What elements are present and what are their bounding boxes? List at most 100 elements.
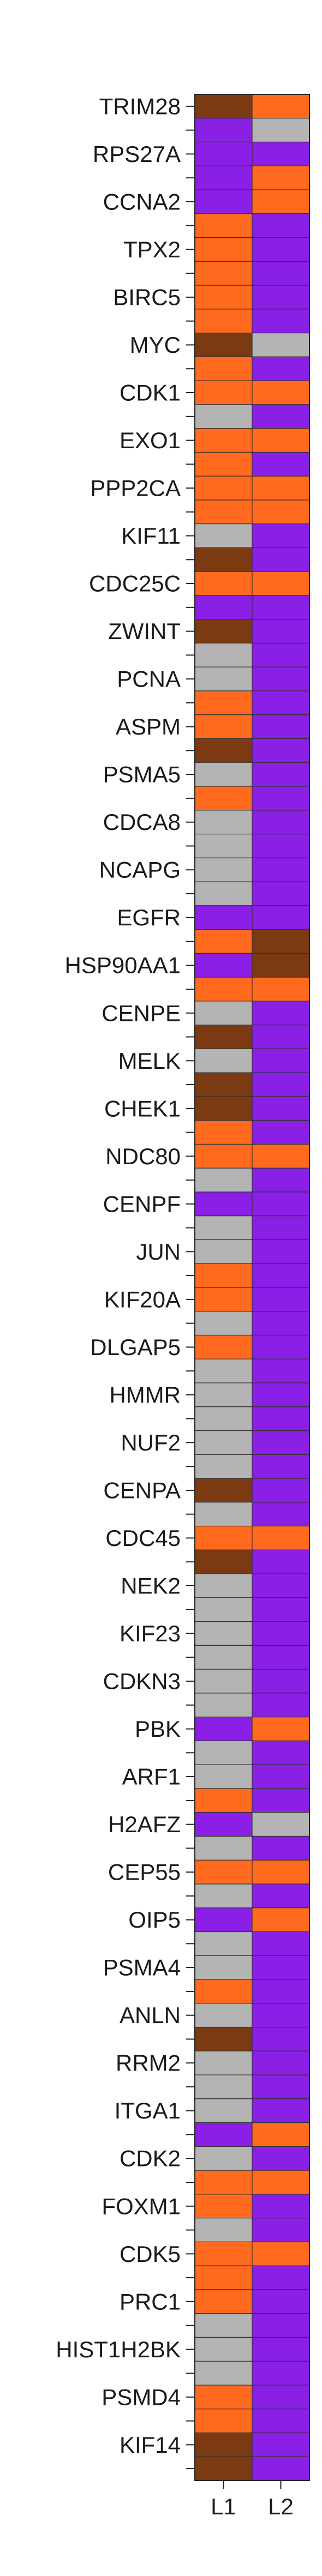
- heatmap-cell-l2: [252, 1263, 310, 1288]
- heatmap-cell-l2: [252, 1382, 310, 1407]
- heatmap-cell-l2: [252, 1740, 310, 1765]
- heatmap-cell-l2: [252, 2289, 310, 2314]
- row-label: ASPM: [116, 714, 181, 739]
- heatmap-cell-l1: [194, 1001, 253, 1026]
- heatmap-cell-l2: [252, 666, 310, 691]
- heatmap-cell-l1: [194, 619, 253, 644]
- heatmap-cell-l1: [194, 237, 253, 262]
- row-label: TRIM28: [99, 93, 181, 119]
- cells-layer: [194, 94, 310, 2481]
- heatmap-cell-l2: [252, 1907, 310, 1933]
- heatmap-cell-l2: [252, 619, 310, 644]
- heatmap-cell-l1: [194, 2241, 253, 2266]
- row-label: NUF2: [121, 1430, 181, 1455]
- heatmap-cell-l2: [252, 738, 310, 763]
- row-label: KIF23: [120, 1621, 181, 1646]
- heatmap-cell-l1: [194, 2194, 253, 2219]
- heatmap-cell-l2: [252, 1645, 310, 1670]
- heatmap-cell-l2: [252, 165, 310, 190]
- heatmap-cell-l2: [252, 2241, 310, 2266]
- row-label: NCAPG: [99, 857, 181, 883]
- heatmap-cell-l1: [194, 2456, 253, 2481]
- heatmap-cell-l2: [252, 285, 310, 310]
- heatmap-cell-l1: [194, 1120, 253, 1145]
- heatmap-cell-l1: [194, 1311, 253, 1336]
- row-label: CDK5: [120, 2241, 181, 2267]
- heatmap-cell-l1: [194, 595, 253, 620]
- row-label: CENPF: [103, 1191, 181, 1217]
- heatmap-cell-l1: [194, 189, 253, 214]
- heatmap-cell-l1: [194, 905, 253, 930]
- heatmap-cell-l1: [194, 94, 253, 119]
- heatmap-cell-l2: [252, 881, 310, 906]
- heatmap-cell-l1: [194, 1430, 253, 1455]
- heatmap-cell-l2: [252, 1025, 310, 1050]
- heatmap-cell-l2: [252, 118, 310, 143]
- heatmap-cell-l2: [252, 2385, 310, 2410]
- heatmap-cell-l1: [194, 1907, 253, 1933]
- row-label: JUN: [136, 1239, 181, 1265]
- heatmap-cell-l1: [194, 1859, 253, 1885]
- heatmap-cell-l2: [252, 1788, 310, 1813]
- heatmap-cell-l2: [252, 833, 310, 858]
- heatmap-cell-l2: [252, 2265, 310, 2290]
- heatmap-cell-l1: [194, 380, 253, 405]
- heatmap-cell-l2: [252, 1191, 310, 1217]
- heatmap-cell-l1: [194, 857, 253, 882]
- heatmap-cell-l2: [252, 929, 310, 954]
- heatmap-cell-l1: [194, 2409, 253, 2434]
- heatmap-cell-l1: [194, 309, 253, 334]
- heatmap-cell-l1: [194, 1526, 253, 1550]
- heatmap-cell-l2: [252, 1669, 310, 1694]
- row-label: EXO1: [120, 428, 181, 453]
- heatmap-cell-l1: [194, 2074, 253, 2099]
- heatmap-cell-l2: [252, 1167, 310, 1193]
- heatmap-cell-l1: [194, 1167, 253, 1193]
- heatmap-cell-l2: [252, 2003, 310, 2028]
- row-label: CDK1: [120, 380, 181, 406]
- heatmap-cell-l2: [252, 2146, 310, 2171]
- ticks-layer: [186, 105, 282, 2489]
- row-label: ARF1: [122, 1764, 181, 1790]
- row-label: EGFR: [117, 905, 181, 930]
- heatmap-cell-l1: [194, 1597, 253, 1622]
- row-label: RPS27A: [93, 141, 181, 167]
- heatmap-cell-l2: [252, 1859, 310, 1885]
- heatmap-cell-l2: [252, 452, 310, 477]
- row-label: CHEK1: [104, 1096, 181, 1121]
- row-label: KIF11: [121, 523, 181, 549]
- heatmap-cell-l2: [252, 499, 310, 525]
- heatmap-cell-l1: [194, 1454, 253, 1479]
- heatmap-cell-l1: [194, 165, 253, 190]
- heatmap-cell-l1: [194, 2098, 253, 2123]
- heatmap-cell-l2: [252, 2170, 310, 2195]
- row-label: H2AFZ: [108, 1811, 181, 1837]
- heatmap-cell-l2: [252, 2432, 310, 2457]
- heatmap-cell-l1: [194, 1239, 253, 1264]
- heatmap-cell-l2: [252, 977, 310, 1002]
- row-label: OIP5: [128, 1907, 181, 1933]
- heatmap-cell-l1: [194, 1955, 253, 1980]
- heatmap-cell-l1: [194, 2146, 253, 2171]
- heatmap-cell-l2: [252, 1358, 310, 1383]
- heatmap-cell-l2: [252, 547, 310, 572]
- heatmap-cell-l2: [252, 1239, 310, 1264]
- heatmap-cell-l2: [252, 1287, 310, 1312]
- heatmap-cell-l2: [252, 690, 310, 715]
- heatmap-cell-l1: [194, 213, 253, 238]
- heatmap-cell-l2: [252, 953, 310, 978]
- heatmap-cell-l2: [252, 1096, 310, 1121]
- heatmap-cell-l2: [252, 1120, 310, 1145]
- row-label: CENPA: [103, 1477, 181, 1503]
- heatmap-cell-l1: [194, 1382, 253, 1407]
- heatmap-cell-l1: [194, 452, 253, 477]
- heatmap-cell-l1: [194, 1717, 253, 1742]
- heatmap-cell-l2: [252, 1334, 310, 1359]
- heatmap-cell-l1: [194, 1693, 253, 1718]
- heatmap-cell-l2: [252, 1549, 310, 1574]
- row-label: PBK: [135, 1716, 181, 1742]
- heatmap-cell-l2: [252, 428, 310, 453]
- heatmap-cell-l1: [194, 1645, 253, 1670]
- heatmap-cell-l2: [252, 905, 310, 930]
